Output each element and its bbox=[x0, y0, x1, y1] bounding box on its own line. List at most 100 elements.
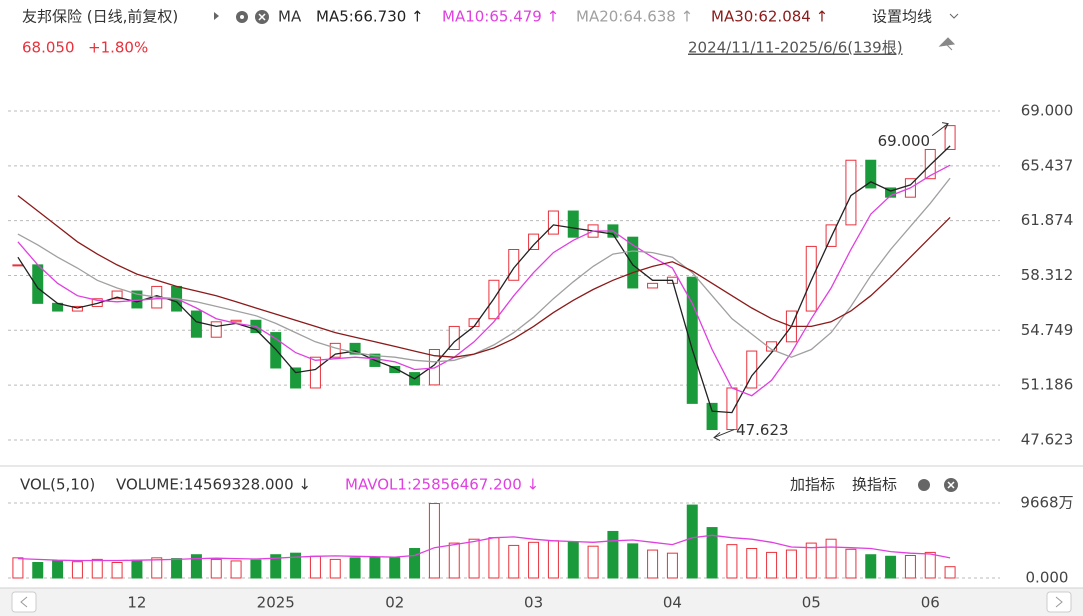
x-tick-label: 05 bbox=[802, 594, 821, 612]
volume-bar bbox=[210, 558, 222, 579]
candle bbox=[508, 248, 520, 281]
pin-icon[interactable] bbox=[938, 37, 956, 51]
candle bbox=[190, 310, 202, 338]
volume-bar bbox=[726, 544, 738, 579]
add-indicator[interactable]: 加指标 bbox=[790, 476, 835, 494]
volume-bar bbox=[131, 559, 143, 579]
volume-bar bbox=[528, 541, 540, 579]
settings-chevron bbox=[949, 13, 959, 19]
volume-bar bbox=[369, 556, 381, 579]
low-arrow bbox=[713, 429, 735, 441]
volume-bar bbox=[825, 538, 837, 579]
volume-bar bbox=[349, 557, 361, 579]
y-tick-label: 65.437 bbox=[1021, 156, 1074, 174]
ma-label: MA bbox=[278, 8, 302, 26]
vol-legend: VOLUME:14569328.000 ↓ bbox=[116, 476, 311, 494]
expand-arrow[interactable] bbox=[214, 12, 219, 20]
volume-bar bbox=[885, 555, 897, 579]
candle bbox=[329, 342, 341, 358]
candle bbox=[428, 349, 440, 386]
volume-bar bbox=[686, 504, 698, 579]
ma-legend: MA20:64.638 ↑ bbox=[576, 8, 693, 26]
candle bbox=[706, 402, 718, 431]
volume-bar bbox=[448, 542, 460, 579]
candle bbox=[91, 298, 103, 307]
y-tick-label: 58.312 bbox=[1021, 266, 1074, 284]
candle bbox=[389, 365, 401, 374]
y-tick-label: 69.000 bbox=[1021, 102, 1074, 120]
volume-bar bbox=[944, 566, 956, 579]
ma-line bbox=[17, 177, 951, 363]
candle bbox=[111, 290, 123, 300]
candle bbox=[309, 356, 321, 389]
candle bbox=[627, 236, 639, 289]
candle bbox=[944, 125, 956, 150]
price-change: +1.80% bbox=[88, 39, 148, 57]
volume-bar bbox=[924, 551, 936, 579]
candle bbox=[885, 187, 897, 198]
volume-bar bbox=[32, 561, 44, 579]
volume-bar bbox=[587, 545, 599, 579]
ma-settings[interactable]: 设置均线 bbox=[872, 8, 932, 26]
volume-bar bbox=[468, 538, 480, 579]
vol-gear-icon[interactable] bbox=[918, 479, 930, 491]
y-tick-label: 54.749 bbox=[1021, 321, 1074, 339]
volume-bar bbox=[607, 530, 619, 579]
candle bbox=[230, 319, 242, 323]
candle bbox=[290, 367, 302, 389]
x-axis-band bbox=[0, 588, 1083, 616]
x-tick-label: 04 bbox=[663, 594, 682, 612]
low-annotation: 47.623 bbox=[736, 421, 789, 439]
scroll-left[interactable] bbox=[11, 591, 37, 613]
volume-bar bbox=[904, 555, 916, 579]
candle bbox=[547, 210, 559, 235]
candle bbox=[71, 305, 83, 312]
volume-bar bbox=[746, 548, 758, 579]
volume-bar bbox=[250, 559, 262, 579]
volume-bar bbox=[309, 555, 321, 579]
volume-bar bbox=[409, 548, 421, 579]
ma-legend: MA30:62.084 ↑ bbox=[711, 8, 828, 26]
scroll-right[interactable] bbox=[1046, 591, 1072, 613]
volume-bar bbox=[151, 557, 163, 579]
ma-legend: MA5:66.730 ↑ bbox=[316, 8, 424, 26]
scroll-left-icon bbox=[20, 596, 28, 608]
vol-close-cross bbox=[947, 481, 955, 489]
stock-title: 友邦保险 (日线,前复权) bbox=[22, 8, 178, 26]
volume-title: VOL(5,10) bbox=[20, 476, 95, 494]
volume-bar bbox=[329, 558, 341, 579]
volume-bar bbox=[71, 561, 83, 579]
switch-indicator[interactable]: 换指标 bbox=[852, 476, 897, 494]
vol-legend: MAVOL1:25856467.200 ↓ bbox=[345, 476, 539, 494]
volume-bar bbox=[230, 560, 242, 579]
close-cross bbox=[258, 13, 266, 21]
volume-bar bbox=[567, 541, 579, 579]
candle bbox=[210, 321, 222, 338]
volume-bar bbox=[428, 503, 440, 579]
candle bbox=[647, 282, 659, 289]
scroll-right-icon bbox=[1055, 596, 1063, 608]
candle bbox=[349, 342, 361, 355]
volume-bar bbox=[111, 561, 123, 579]
y-tick-label: 47.623 bbox=[1021, 430, 1074, 448]
volume-bar bbox=[270, 554, 282, 579]
volume-bar bbox=[805, 542, 817, 579]
candle bbox=[865, 159, 877, 189]
volume-bar bbox=[666, 552, 678, 579]
mavol-line bbox=[17, 534, 951, 562]
volume-bar bbox=[766, 551, 778, 579]
volume-bar bbox=[508, 544, 520, 579]
last-price: 68.050 bbox=[22, 39, 75, 57]
volume-bar bbox=[190, 554, 202, 579]
y-tick-label: 9668万 bbox=[1020, 494, 1073, 512]
candle bbox=[528, 233, 540, 250]
volume-bar bbox=[627, 543, 639, 579]
y-tick-label: 51.186 bbox=[1021, 376, 1074, 394]
x-tick-label: 02 bbox=[385, 594, 404, 612]
volume-bar bbox=[865, 554, 877, 579]
ma-line bbox=[17, 145, 951, 414]
volume-bar bbox=[389, 557, 401, 579]
candle bbox=[567, 210, 579, 238]
